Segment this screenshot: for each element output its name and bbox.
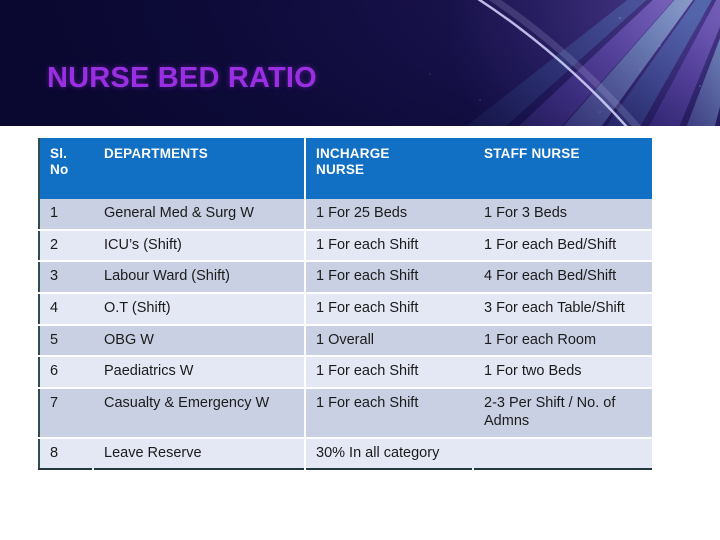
- cell-staff-nurse: 4 For each Bed/Shift: [473, 261, 652, 295]
- column-header-sl-no-line1: Sl.: [50, 146, 68, 161]
- column-header-departments: DEPARTMENTS: [93, 138, 306, 199]
- table-row: 8 Leave Reserve 30% In all category: [39, 437, 652, 470]
- cell-sl-no: 3: [39, 261, 93, 295]
- cell-sl-no: 2: [39, 229, 93, 263]
- table-row: 2 ICU’s (Shift) 1 For each Shift 1 For e…: [39, 229, 652, 263]
- table-row: 4 O.T (Shift) 1 For each Shift 3 For eac…: [39, 293, 652, 326]
- cell-incharge-nurse: 1 For each Shift: [305, 356, 473, 390]
- cell-department: Casualty & Emergency W: [93, 388, 306, 439]
- table-body: 1 General Med & Surg W 1 For 25 Beds 1 F…: [39, 199, 652, 470]
- nurse-bed-ratio-table-wrapper: Sl. No DEPARTMENTS INCHARGE NURSE STAFF …: [38, 138, 652, 471]
- table-row: 3 Labour Ward (Shift) 1 For each Shift 4…: [39, 261, 652, 295]
- cell-staff-nurse: 1 For 3 Beds: [473, 199, 652, 231]
- cell-staff-nurse: 1 For each Room: [473, 324, 652, 358]
- cell-department: OBG W: [93, 324, 306, 358]
- cell-department: General Med & Surg W: [93, 199, 306, 231]
- cell-incharge-nurse: 1 For each Shift: [305, 229, 473, 263]
- cell-incharge-nurse: 1 For each Shift: [305, 388, 473, 439]
- table-row: 1 General Med & Surg W 1 For 25 Beds 1 F…: [39, 199, 652, 231]
- cell-incharge-nurse: 1 For each Shift: [305, 293, 473, 326]
- cell-department: Paediatrics W: [93, 356, 306, 390]
- light-rays-decoration: [330, 0, 720, 126]
- column-header-incharge-nurse-line2: NURSE: [316, 162, 365, 178]
- column-header-incharge-nurse-line1: INCHARGE: [316, 146, 390, 161]
- cell-incharge-nurse: 1 Overall: [305, 324, 473, 358]
- table-row: 5 OBG W 1 Overall 1 For each Room: [39, 324, 652, 358]
- column-header-departments-label: DEPARTMENTS: [104, 146, 208, 161]
- column-header-sl-no-line2: No: [50, 162, 69, 178]
- nurse-bed-ratio-table: Sl. No DEPARTMENTS INCHARGE NURSE STAFF …: [38, 138, 652, 471]
- cell-sl-no: 6: [39, 356, 93, 390]
- cell-sl-no: 7: [39, 388, 93, 439]
- cell-department: O.T (Shift): [93, 293, 306, 326]
- column-header-incharge-nurse: INCHARGE NURSE: [305, 138, 474, 199]
- cell-incharge-nurse: 1 For each Shift: [305, 261, 473, 295]
- cell-sl-no: 1: [39, 199, 93, 231]
- column-header-sl-no: Sl. No: [39, 138, 94, 199]
- cell-staff-nurse: 3 For each Table/Shift: [473, 293, 652, 326]
- cell-sl-no: 5: [39, 324, 93, 358]
- cell-staff-nurse: [473, 437, 652, 470]
- cell-staff-nurse: 1 For each Bed/Shift: [473, 229, 652, 263]
- cell-sl-no: 4: [39, 293, 93, 326]
- table-row: 7 Casualty & Emergency W 1 For each Shif…: [39, 388, 652, 439]
- table-header: Sl. No DEPARTMENTS INCHARGE NURSE STAFF …: [39, 138, 652, 199]
- cell-department: Labour Ward (Shift): [93, 261, 306, 295]
- table-header-row: Sl. No DEPARTMENTS INCHARGE NURSE STAFF …: [39, 138, 652, 199]
- cell-incharge-nurse: 30% In all category: [305, 437, 473, 470]
- table-row: 6 Paediatrics W 1 For each Shift 1 For t…: [39, 356, 652, 390]
- cell-department: ICU’s (Shift): [93, 229, 306, 263]
- page-title: NURSE BED RATIO: [47, 62, 317, 94]
- column-header-staff-nurse: STAFF NURSE: [473, 138, 652, 199]
- cell-staff-nurse: 2-3 Per Shift / No. of Admns: [473, 388, 652, 439]
- cell-sl-no: 8: [39, 437, 93, 470]
- slide-banner: NURSE BED RATIO: [0, 0, 720, 126]
- cell-department: Leave Reserve: [93, 437, 306, 470]
- cell-incharge-nurse: 1 For 25 Beds: [305, 199, 473, 231]
- column-header-staff-nurse-label: STAFF NURSE: [484, 146, 580, 161]
- cell-staff-nurse: 1 For two Beds: [473, 356, 652, 390]
- banner-glow-decoration: [450, 0, 720, 126]
